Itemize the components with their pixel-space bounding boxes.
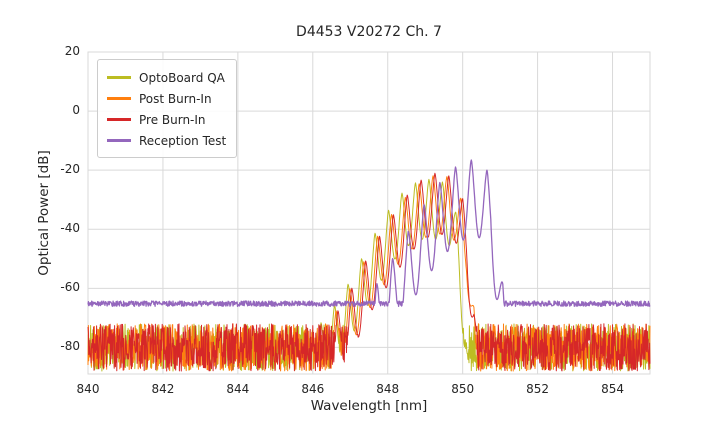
legend-label: Pre Burn-In	[139, 112, 206, 127]
legend-swatch	[107, 118, 131, 121]
legend-label: Reception Test	[139, 133, 227, 148]
x-tick-label: 842	[151, 382, 175, 396]
x-tick-label: 846	[301, 382, 325, 396]
legend-swatch	[107, 139, 131, 142]
series-line-pre-burn-in	[87, 172, 651, 372]
x-axis-label: Wavelength [nm]	[310, 398, 428, 414]
x-tick-label: 848	[376, 382, 400, 396]
y-tick-label: 20	[64, 44, 80, 58]
y-tick-label: -80	[60, 339, 80, 354]
legend-item: OptoBoard QA	[107, 67, 226, 88]
x-tick-label: 852	[526, 382, 550, 396]
series-line-reception-test	[87, 159, 651, 307]
legend-item: Pre Burn-In	[107, 109, 226, 130]
x-tick-label: 850	[451, 382, 475, 396]
legend-label: Post Burn-In	[139, 91, 212, 106]
x-tick-label: 854	[601, 382, 624, 396]
y-tick-label: -20	[60, 162, 80, 177]
y-tick-label: -40	[60, 221, 80, 236]
legend-label: OptoBoard QA	[139, 70, 225, 85]
x-tick-label: 840	[76, 382, 100, 396]
legend-swatch	[107, 97, 131, 100]
chart-title: D4453 V20272 Ch. 7	[296, 24, 442, 40]
legend-item: Post Burn-In	[107, 88, 226, 109]
x-tick-label: 844	[226, 382, 250, 396]
legend-swatch	[107, 76, 131, 79]
legend-item: Reception Test	[107, 130, 226, 151]
y-tick-label: -60	[60, 280, 80, 295]
y-tick-label: 0	[72, 103, 80, 118]
legend: OptoBoard QA Post Burn-In Pre Burn-In Recep…	[97, 59, 238, 158]
